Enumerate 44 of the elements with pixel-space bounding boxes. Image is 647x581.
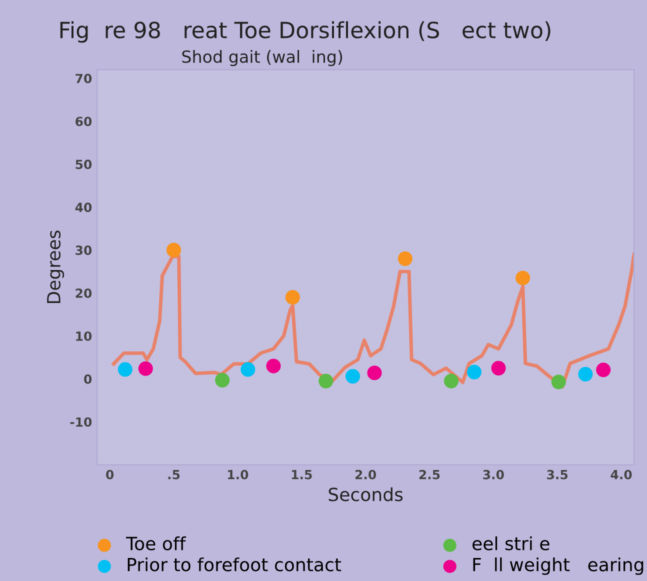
legend-label: F ll weight earing: [473, 557, 644, 575]
point: [578, 366, 593, 382]
point: [215, 372, 230, 388]
y-tick-label: 70: [76, 74, 92, 84]
y-tick-label: 20: [76, 288, 92, 298]
y-tick-label: 10: [76, 331, 92, 341]
x-tick-label: 4.0: [610, 470, 632, 480]
point: [551, 374, 566, 390]
x-tick-label: 3.0: [483, 470, 504, 480]
point: [166, 242, 182, 258]
point: [491, 360, 506, 376]
point: [367, 366, 382, 380]
y-tick-label: 30: [76, 246, 92, 256]
chart-subtitle: Shod gait (wal ing): [182, 50, 342, 66]
y-axis-title: Degrees: [47, 230, 64, 304]
chart-title: Fig re 98 reat Toe Dorsiflexion (S ect two): [60, 21, 550, 43]
point: [138, 361, 153, 376]
point: [444, 374, 459, 388]
point: [596, 362, 611, 378]
y-tick-label: 0: [84, 374, 92, 384]
point: [285, 290, 300, 305]
x-tick-label: 1.0: [228, 470, 248, 480]
x-tick-label: 0: [106, 470, 114, 480]
x-tick-label: 3.5: [547, 470, 568, 480]
point: [118, 362, 132, 377]
point: [266, 358, 281, 374]
point: [466, 364, 482, 380]
x-tick-label: 2.5: [419, 470, 440, 480]
point: [516, 270, 530, 286]
point: [398, 251, 412, 266]
x-tick-label: 2.0: [355, 470, 376, 480]
x-tick-label: 1.5: [292, 470, 312, 480]
x-tick-label: .5: [168, 470, 180, 480]
y-tick-label: 60: [76, 116, 92, 126]
point: [240, 362, 256, 377]
point: [318, 374, 334, 388]
point: [345, 369, 360, 384]
legend-label: eel stri e: [472, 536, 550, 550]
x-axis-title: Seconds: [328, 487, 403, 502]
y-tick-label: -10: [70, 417, 92, 427]
y-tick-label: 50: [76, 160, 92, 170]
legend-label: Prior to forefoot contact: [128, 557, 342, 572]
legend-label: Toe off: [126, 536, 186, 550]
y-tick-label: 40: [75, 202, 92, 212]
